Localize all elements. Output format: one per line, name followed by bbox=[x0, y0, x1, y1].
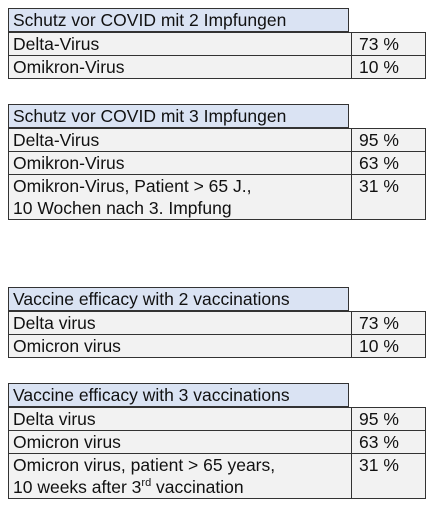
row-label-text: vaccination bbox=[151, 477, 244, 497]
row-value: 10 % bbox=[351, 55, 426, 79]
table-block-en-2-doses: Vaccine efficacy with 2 vaccinations Del… bbox=[8, 287, 426, 358]
table-row: Omicron virus 63 % bbox=[8, 430, 426, 454]
row-label: Omikron-Virus, Patient > 65 J., 10 Wochen… bbox=[8, 174, 352, 220]
table-block-en-3-doses: Vaccine efficacy with 3 vaccinations Del… bbox=[8, 383, 426, 499]
row-value: 95 % bbox=[351, 407, 426, 431]
table-row: Omicron virus 10 % bbox=[8, 334, 426, 358]
row-label: Delta virus bbox=[8, 407, 352, 431]
table-block-de-2-doses: Schutz vor COVID mit 2 Impfungen Delta-V… bbox=[8, 8, 426, 79]
table-block-de-3-doses: Schutz vor COVID mit 3 Impfungen Delta-V… bbox=[8, 104, 426, 220]
table-header: Vaccine efficacy with 3 vaccinations bbox=[8, 383, 349, 407]
table-header: Vaccine efficacy with 2 vaccinations bbox=[8, 287, 349, 311]
table-row: Delta virus 95 % bbox=[8, 407, 426, 431]
row-label: Omikron-Virus bbox=[8, 151, 352, 175]
row-value: 73 % bbox=[351, 311, 426, 335]
ordinal-superscript: rd bbox=[141, 477, 152, 490]
efficacy-table: Delta virus 95 % Omicron virus 63 % Omic… bbox=[8, 407, 426, 499]
row-label: Omikron-Virus bbox=[8, 55, 352, 79]
row-label: Delta-Virus bbox=[8, 128, 352, 152]
row-value: 95 % bbox=[351, 128, 426, 152]
row-value: 10 % bbox=[351, 334, 426, 358]
row-label: Delta-Virus bbox=[8, 32, 352, 56]
row-value: 31 % bbox=[351, 453, 426, 499]
table-row: Omicron virus, patient > 65 years, 10 wee… bbox=[8, 453, 426, 499]
row-label-line: 10 weeks after 3rd vaccination bbox=[13, 477, 244, 497]
table-row: Omikron-Virus 63 % bbox=[8, 151, 426, 175]
row-label-line: 10 Wochen nach 3. Impfung bbox=[13, 198, 232, 218]
table-row: Delta-Virus 73 % bbox=[8, 32, 426, 56]
row-label-line: Omicron virus, patient > 65 years, bbox=[13, 455, 276, 475]
row-value: 63 % bbox=[351, 430, 426, 454]
row-label-line: Omikron-Virus, Patient > 65 J., bbox=[13, 176, 252, 196]
row-value: 31 % bbox=[351, 174, 426, 220]
table-row: Omikron-Virus 10 % bbox=[8, 55, 426, 79]
efficacy-table: Delta-Virus 95 % Omikron-Virus 63 % Omik… bbox=[8, 128, 426, 220]
row-value: 73 % bbox=[351, 32, 426, 56]
row-label: Omicron virus bbox=[8, 430, 352, 454]
efficacy-table: Delta-Virus 73 % Omikron-Virus 10 % bbox=[8, 32, 426, 79]
table-header: Schutz vor COVID mit 2 Impfungen bbox=[8, 8, 349, 32]
efficacy-table: Delta virus 73 % Omicron virus 10 % bbox=[8, 311, 426, 358]
table-row: Delta virus 73 % bbox=[8, 311, 426, 335]
table-row: Delta-Virus 95 % bbox=[8, 128, 426, 152]
table-header: Schutz vor COVID mit 3 Impfungen bbox=[8, 104, 349, 128]
row-label-text: 10 weeks after 3 bbox=[13, 477, 142, 497]
row-label: Delta virus bbox=[8, 311, 352, 335]
row-label: Omicron virus bbox=[8, 334, 352, 358]
row-label: Omicron virus, patient > 65 years, 10 wee… bbox=[8, 453, 352, 499]
row-value: 63 % bbox=[351, 151, 426, 175]
table-row: Omikron-Virus, Patient > 65 J., 10 Wochen… bbox=[8, 174, 426, 220]
